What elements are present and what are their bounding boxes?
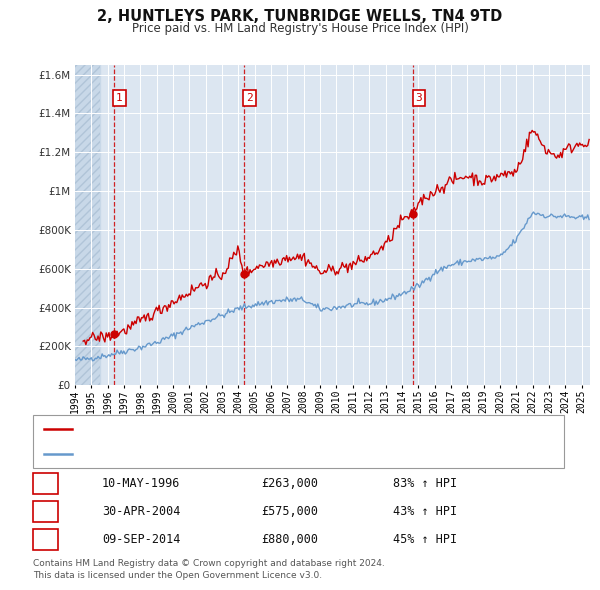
Text: 83% ↑ HPI: 83% ↑ HPI (393, 477, 457, 490)
Text: HPI: Average price, detached house, Tunbridge Wells: HPI: Average price, detached house, Tunb… (78, 448, 353, 458)
Text: 30-APR-2004: 30-APR-2004 (102, 505, 181, 518)
Text: 3: 3 (416, 93, 422, 103)
Text: Contains HM Land Registry data © Crown copyright and database right 2024.: Contains HM Land Registry data © Crown c… (33, 559, 385, 568)
Text: 45% ↑ HPI: 45% ↑ HPI (393, 533, 457, 546)
Text: 2: 2 (246, 93, 253, 103)
Text: £880,000: £880,000 (261, 533, 318, 546)
Text: 2: 2 (42, 505, 49, 518)
Text: 1: 1 (42, 477, 49, 490)
Text: 1: 1 (116, 93, 123, 103)
Text: 2, HUNTLEYS PARK, TUNBRIDGE WELLS, TN4 9TD: 2, HUNTLEYS PARK, TUNBRIDGE WELLS, TN4 9… (97, 9, 503, 24)
Bar (75, 65, 100, 385)
Text: £263,000: £263,000 (261, 477, 318, 490)
Text: 2, HUNTLEYS PARK, TUNBRIDGE WELLS, TN4 9TD (detached house): 2, HUNTLEYS PARK, TUNBRIDGE WELLS, TN4 9… (78, 424, 428, 434)
Text: 43% ↑ HPI: 43% ↑ HPI (393, 505, 457, 518)
Text: 10-MAY-1996: 10-MAY-1996 (102, 477, 181, 490)
Text: £575,000: £575,000 (261, 505, 318, 518)
Bar (75, 65, 100, 385)
Text: 09-SEP-2014: 09-SEP-2014 (102, 533, 181, 546)
Text: 3: 3 (42, 533, 49, 546)
Text: This data is licensed under the Open Government Licence v3.0.: This data is licensed under the Open Gov… (33, 571, 322, 579)
Text: Price paid vs. HM Land Registry's House Price Index (HPI): Price paid vs. HM Land Registry's House … (131, 22, 469, 35)
